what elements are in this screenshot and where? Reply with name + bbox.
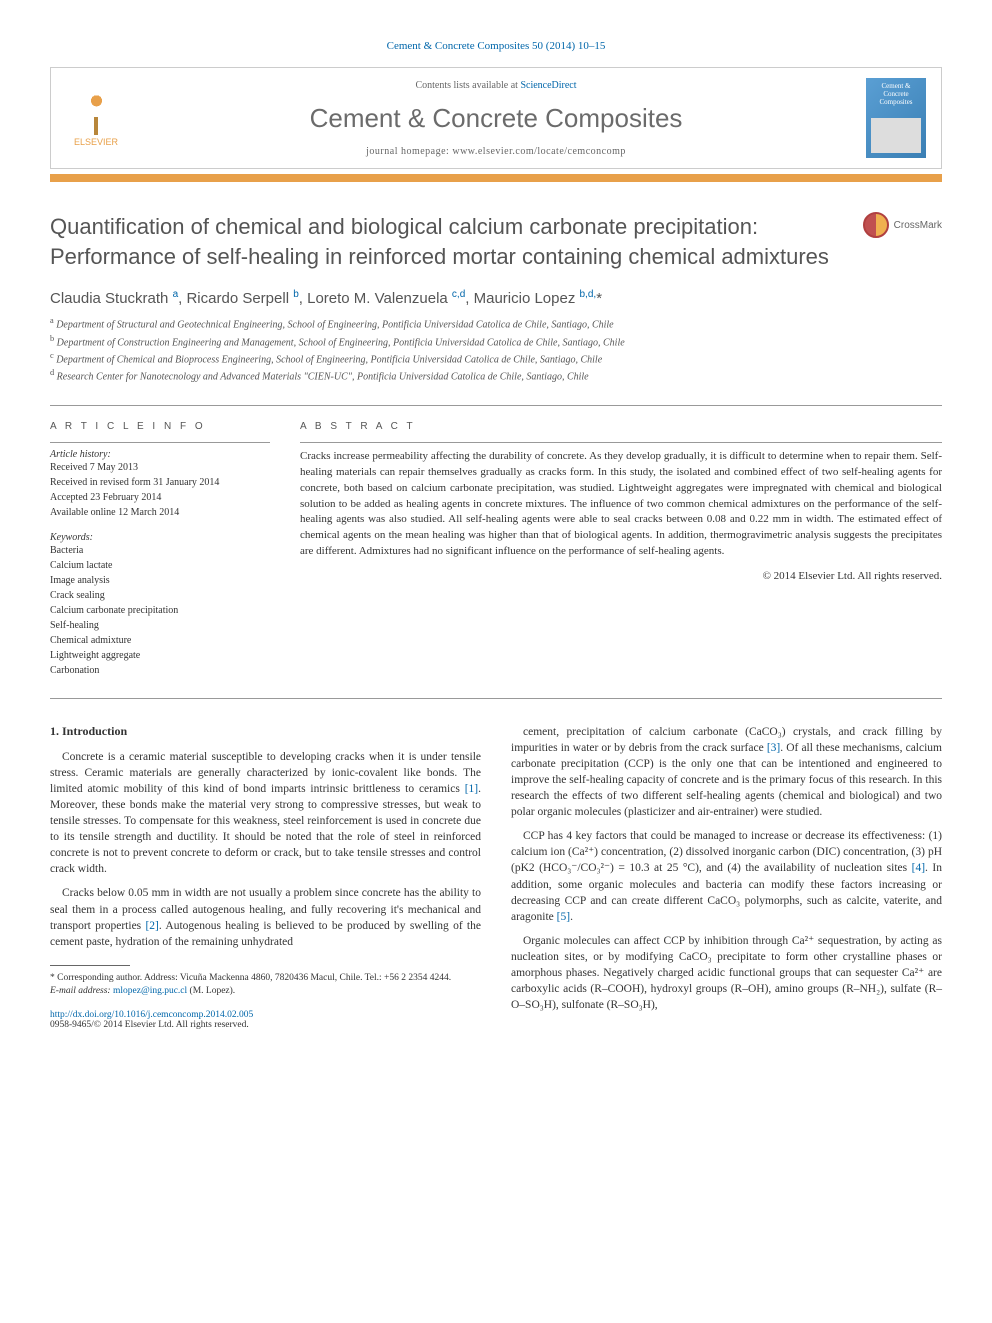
keyword-item: Lightweight aggregate xyxy=(50,648,270,663)
journal-name: Cement & Concrete Composites xyxy=(126,103,866,134)
affiliation-line: d Research Center for Nanotecnology and … xyxy=(50,367,942,384)
keyword-item: Carbonation xyxy=(50,663,270,678)
keyword-item: Calcium lactate xyxy=(50,558,270,573)
history-label: Article history: xyxy=(50,449,270,460)
left-column: 1. Introduction Concrete is a ceramic ma… xyxy=(50,724,481,1031)
email-suffix: (M. Lopez). xyxy=(187,986,235,996)
article-info-sidebar: A R T I C L E I N F O Article history: R… xyxy=(50,421,270,678)
journal-header: ELSEVIER Contents lists available at Sci… xyxy=(50,67,942,169)
body-paragraph: Organic molecules can affect CCP by inhi… xyxy=(511,933,942,1013)
history-item: Accepted 23 February 2014 xyxy=(50,490,270,505)
keyword-item: Self-healing xyxy=(50,618,270,633)
contents-available: Contents lists available at ScienceDirec… xyxy=(126,80,866,91)
doi-link[interactable]: http://dx.doi.org/10.1016/j.cemconcomp.2… xyxy=(50,1010,253,1020)
body-paragraph: cement, precipitation of calcium carbona… xyxy=(511,724,942,821)
right-column: cement, precipitation of calcium carbona… xyxy=(511,724,942,1031)
homepage-url[interactable]: www.elsevier.com/locate/cemconcomp xyxy=(452,146,626,157)
citation-link[interactable]: [2] xyxy=(145,920,158,932)
doi-line: http://dx.doi.org/10.1016/j.cemconcomp.2… xyxy=(50,1010,481,1020)
elsevier-text: ELSEVIER xyxy=(74,137,118,147)
crossmark-label: CrossMark xyxy=(894,220,942,231)
affiliation-line: a Department of Structural and Geotechni… xyxy=(50,315,942,332)
affiliations: a Department of Structural and Geotechni… xyxy=(50,315,942,384)
article-info-heading: A R T I C L E I N F O xyxy=(50,421,270,432)
abstract-text: Cracks increase permeability affecting t… xyxy=(300,449,942,561)
abstract-column: A B S T R A C T Cracks increase permeabi… xyxy=(300,421,942,678)
authors-list: Claudia Stuckrath a, Ricardo Serpell b, … xyxy=(50,289,942,307)
abstract-divider xyxy=(300,442,942,443)
keyword-item: Chemical admixture xyxy=(50,633,270,648)
crossmark-badge[interactable]: CrossMark xyxy=(863,212,942,238)
section-divider xyxy=(50,698,942,699)
abstract-heading: A B S T R A C T xyxy=(300,421,942,432)
crossmark-icon xyxy=(863,212,889,238)
journal-homepage: journal homepage: www.elsevier.com/locat… xyxy=(126,146,866,157)
history-item: Received in revised form 31 January 2014 xyxy=(50,475,270,490)
citation-link[interactable]: [4] xyxy=(912,862,925,874)
keyword-item: Image analysis xyxy=(50,573,270,588)
keyword-item: Crack sealing xyxy=(50,588,270,603)
email-label: E-mail address: xyxy=(50,986,113,996)
citation-link[interactable]: [1] xyxy=(465,783,478,795)
affiliation-line: b Department of Construction Engineering… xyxy=(50,333,942,350)
elsevier-logo[interactable]: ELSEVIER xyxy=(66,83,126,153)
section-divider xyxy=(50,405,942,406)
abstract-copyright: © 2014 Elsevier Ltd. All rights reserved… xyxy=(300,570,942,582)
issn-copyright: 0958-9465/© 2014 Elsevier Ltd. All right… xyxy=(50,1020,481,1030)
citation-link[interactable]: [5] xyxy=(557,911,570,923)
footnote-divider xyxy=(50,965,130,966)
homepage-prefix: journal homepage: xyxy=(366,146,452,157)
body-paragraph: Concrete is a ceramic material susceptib… xyxy=(50,749,481,878)
keyword-item: Bacteria xyxy=(50,543,270,558)
keywords-label: Keywords: xyxy=(50,532,270,543)
history-item: Available online 12 March 2014 xyxy=(50,505,270,520)
cover-text: Cement & Concrete Composites xyxy=(879,82,912,106)
body-paragraph: CCP has 4 key factors that could be mana… xyxy=(511,828,942,925)
orange-divider-bar xyxy=(50,174,942,182)
history-item: Received 7 May 2013 xyxy=(50,460,270,475)
author-email-link[interactable]: mlopez@ing.puc.cl xyxy=(113,986,187,996)
affiliation-line: c Department of Chemical and Bioprocess … xyxy=(50,350,942,367)
journal-cover-thumbnail: Cement & Concrete Composites xyxy=(866,78,926,158)
intro-heading: 1. Introduction xyxy=(50,724,481,739)
journal-reference: Cement & Concrete Composites 50 (2014) 1… xyxy=(50,40,942,52)
article-title: Quantification of chemical and biologica… xyxy=(50,212,843,271)
body-paragraph: Cracks below 0.05 mm in width are not us… xyxy=(50,885,481,949)
contents-prefix: Contents lists available at xyxy=(415,80,520,91)
corresponding-author-footnote: * Corresponding author. Address: Vicuña … xyxy=(50,972,481,985)
elsevier-tree-icon xyxy=(74,90,119,135)
email-footnote: E-mail address: mlopez@ing.puc.cl (M. Lo… xyxy=(50,985,481,998)
sciencedirect-link[interactable]: ScienceDirect xyxy=(520,80,576,91)
citation-link[interactable]: [3] xyxy=(767,742,780,754)
keyword-item: Calcium carbonate precipitation xyxy=(50,603,270,618)
info-divider xyxy=(50,442,270,443)
